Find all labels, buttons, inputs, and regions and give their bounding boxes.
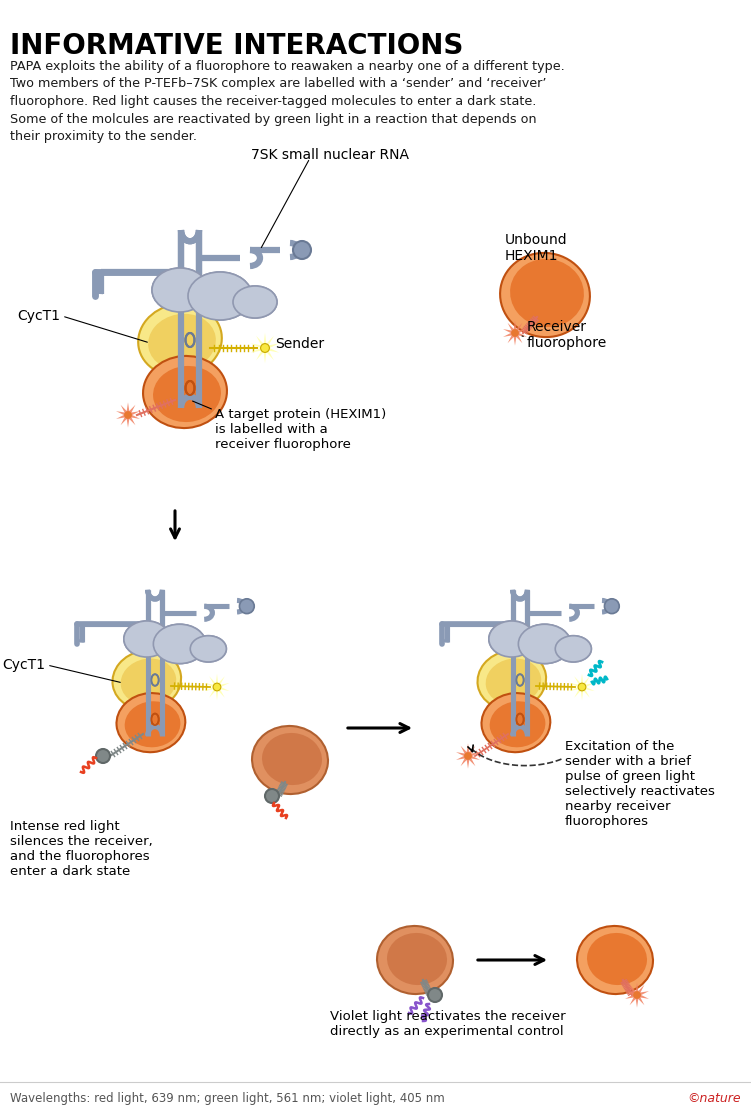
Ellipse shape — [125, 702, 180, 747]
Ellipse shape — [489, 620, 535, 657]
Ellipse shape — [486, 658, 541, 705]
Text: their proximity to the sender.: their proximity to the sender. — [10, 130, 197, 143]
Ellipse shape — [152, 268, 208, 312]
Text: Intense red light
silences the receiver,
and the fluorophores
enter a dark state: Intense red light silences the receiver,… — [10, 820, 152, 878]
Ellipse shape — [113, 651, 181, 710]
Ellipse shape — [121, 658, 176, 705]
Ellipse shape — [252, 726, 328, 794]
Ellipse shape — [143, 356, 227, 428]
Circle shape — [465, 752, 472, 760]
Ellipse shape — [124, 620, 170, 657]
Ellipse shape — [478, 651, 546, 710]
Circle shape — [81, 623, 83, 625]
Text: Some of the molcules are reactivated by green light in a reaction that depends o: Some of the molcules are reactivated by … — [10, 113, 537, 126]
Ellipse shape — [188, 272, 252, 320]
Ellipse shape — [555, 636, 591, 662]
Text: Violet light reactivates the receiver
directly as an experimental control: Violet light reactivates the receiver di… — [330, 1010, 566, 1038]
Ellipse shape — [518, 624, 571, 664]
Text: 7SK small nuclear RNA: 7SK small nuclear RNA — [251, 148, 409, 162]
Circle shape — [511, 330, 518, 336]
Ellipse shape — [116, 693, 185, 752]
Circle shape — [293, 241, 311, 258]
Text: Two members of the P-TEFb–7SK complex are labelled with a ‘sender’ and ‘receiver: Two members of the P-TEFb–7SK complex ar… — [10, 78, 547, 90]
Circle shape — [634, 991, 641, 998]
Ellipse shape — [377, 926, 453, 994]
Ellipse shape — [489, 620, 535, 657]
Ellipse shape — [190, 636, 226, 662]
Text: Excitation of the
sender with a brief
pulse of green light
selectively reactivat: Excitation of the sender with a brief pu… — [565, 740, 715, 828]
Polygon shape — [116, 402, 140, 428]
Circle shape — [261, 343, 270, 352]
Ellipse shape — [387, 932, 447, 985]
Ellipse shape — [587, 932, 647, 985]
Text: Wavelengths: red light, 639 nm; green light, 561 nm; violet light, 405 nm: Wavelengths: red light, 639 nm; green li… — [10, 1092, 445, 1105]
Polygon shape — [251, 333, 279, 363]
Text: ©nature: ©nature — [687, 1092, 741, 1105]
Text: CycT1: CycT1 — [2, 658, 45, 672]
Polygon shape — [625, 983, 649, 1007]
Circle shape — [125, 411, 131, 419]
Text: Sender: Sender — [275, 338, 324, 351]
Text: Receiver
fluorophore: Receiver fluorophore — [527, 320, 608, 350]
Circle shape — [265, 789, 279, 803]
Polygon shape — [204, 674, 230, 701]
Text: Unbound
HEXIM1: Unbound HEXIM1 — [505, 233, 568, 263]
Ellipse shape — [233, 286, 277, 317]
Ellipse shape — [152, 268, 208, 312]
Text: A target protein (HEXIM1)
is labelled with a
receiver fluorophore: A target protein (HEXIM1) is labelled wi… — [215, 408, 386, 451]
Ellipse shape — [577, 926, 653, 994]
Text: CycT1: CycT1 — [17, 309, 60, 323]
Ellipse shape — [124, 620, 170, 657]
Circle shape — [100, 271, 102, 273]
Ellipse shape — [490, 702, 545, 747]
Ellipse shape — [138, 304, 222, 377]
Circle shape — [605, 599, 620, 614]
Text: PAPA exploits the ability of a fluorophore to reawaken a nearby one of a differe: PAPA exploits the ability of a fluoropho… — [10, 60, 565, 74]
Ellipse shape — [153, 367, 221, 422]
Circle shape — [428, 988, 442, 1001]
Circle shape — [240, 599, 255, 614]
Polygon shape — [569, 674, 595, 701]
Ellipse shape — [188, 272, 252, 320]
Text: fluorophore. Red light causes the receiver-tagged molecules to enter a dark stat: fluorophore. Red light causes the receiv… — [10, 95, 536, 108]
Circle shape — [96, 749, 110, 763]
Circle shape — [578, 683, 586, 691]
Ellipse shape — [518, 624, 571, 664]
Polygon shape — [503, 321, 527, 345]
Ellipse shape — [148, 314, 216, 370]
Circle shape — [213, 683, 221, 691]
Ellipse shape — [510, 258, 584, 328]
Text: INFORMATIVE INTERACTIONS: INFORMATIVE INTERACTIONS — [10, 32, 463, 60]
Circle shape — [446, 623, 448, 625]
Ellipse shape — [555, 636, 591, 662]
Ellipse shape — [153, 624, 206, 664]
Ellipse shape — [190, 636, 226, 662]
Ellipse shape — [481, 693, 550, 752]
Ellipse shape — [233, 286, 277, 317]
Ellipse shape — [153, 624, 206, 664]
Ellipse shape — [500, 253, 590, 338]
Polygon shape — [456, 743, 480, 769]
Ellipse shape — [262, 733, 322, 785]
